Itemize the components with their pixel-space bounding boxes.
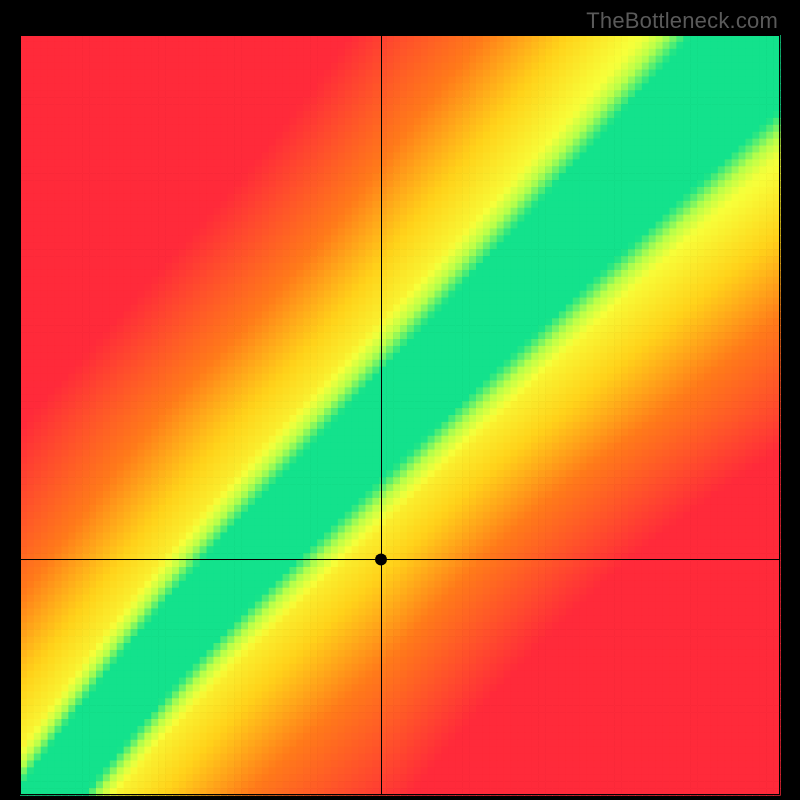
watermark-text: TheBottleneck.com [586, 8, 778, 34]
chart-container: TheBottleneck.com [0, 0, 800, 800]
bottleneck-heatmap [0, 0, 800, 800]
